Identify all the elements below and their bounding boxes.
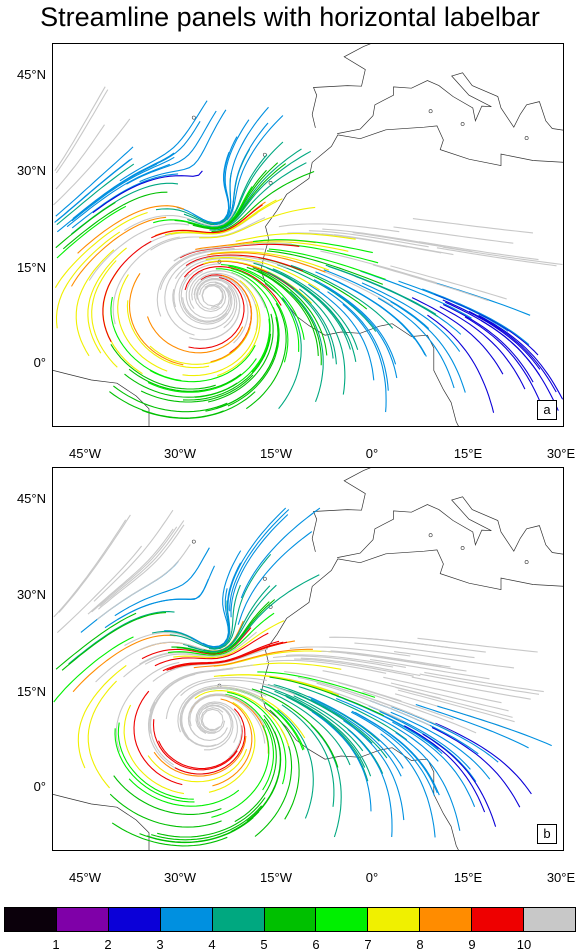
labelbar-box-11 [524,908,575,931]
x-tick-30w-a: 30°W [164,446,196,461]
x-tick-30e-b: 30°E [546,870,576,885]
y-tick-30n-b: 30°N [16,587,46,602]
labelbar-label-9: 9 [468,937,476,952]
labelbar-box-8 [368,908,421,931]
page-title: Streamline panels with horizontal labelb… [40,2,540,32]
streamline-map-b [53,468,563,850]
y-tick-0-a: 0° [33,355,46,370]
y-tick-0-b: 0° [33,779,46,794]
x-tick-15e-a: 15°E [453,446,483,461]
x-tick-15w-a: 15°W [260,446,292,461]
labelbar-box-6 [264,908,317,931]
x-tick-30w-b: 30°W [164,870,196,885]
labelbar-box-1 [5,908,57,931]
panel-label-a: a [537,400,557,420]
y-tick-30n-a: 30°N [16,163,46,178]
x-tick-45w-b: 45°W [69,870,101,885]
labelbar-box-10 [472,908,525,931]
y-tick-45n-b: 45°N [16,491,46,506]
x-tick-45w-a: 45°W [69,446,101,461]
labelbar-box-7 [316,908,369,931]
labelbar-box-2 [56,908,109,931]
x-tick-0-a: 0° [365,446,379,461]
streamline-map-a [53,44,563,426]
labelbar-label-3: 3 [156,937,164,952]
labelbar-label-8: 8 [416,937,424,952]
x-tick-15e-b: 15°E [453,870,483,885]
x-tick-15w-b: 15°W [260,870,292,885]
y-tick-45n-a: 45°N [16,67,46,82]
labelbar-box-4 [160,908,213,931]
y-tick-15n-b: 15°N [16,684,46,699]
labelbar-box-9 [420,908,473,931]
map-panel-a: a [52,43,564,427]
labelbar-label-7: 7 [364,937,372,952]
labelbar-label-10: 10 [516,937,532,952]
map-panel-b: b [52,467,564,851]
panel-label-b: b [537,824,557,844]
labelbar-box-5 [212,908,265,931]
color-labelbar [4,907,576,932]
labelbar-label-2: 2 [104,937,112,952]
x-tick-30e-a: 30°E [546,446,576,461]
labelbar-label-6: 6 [312,937,320,952]
labelbar-box-3 [108,908,161,931]
labelbar-label-5: 5 [260,937,268,952]
y-tick-15n-a: 15°N [16,260,46,275]
labelbar-label-1: 1 [52,937,60,952]
labelbar-label-4: 4 [208,937,216,952]
x-tick-0-b: 0° [365,870,379,885]
